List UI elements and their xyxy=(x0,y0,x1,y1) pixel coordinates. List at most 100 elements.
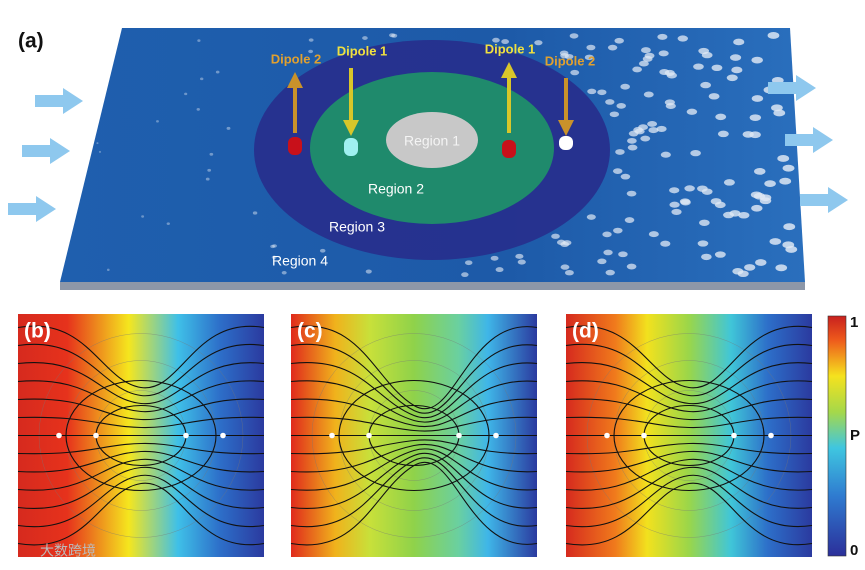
wave-speck xyxy=(764,180,776,188)
dipole-dot xyxy=(183,432,189,439)
field-line xyxy=(17,380,265,413)
wave-speck xyxy=(597,258,607,265)
wave-speck xyxy=(586,214,596,220)
wave-speck xyxy=(638,124,648,131)
wave-speck xyxy=(365,269,372,274)
panel-label: (b) xyxy=(24,320,51,343)
region-label: Region 4 xyxy=(272,253,328,269)
wave-speck xyxy=(200,77,204,81)
wave-speck xyxy=(391,33,398,38)
wave-speck xyxy=(726,74,738,82)
region-1-disk xyxy=(386,112,478,168)
field-line xyxy=(565,343,813,397)
flow-arrows xyxy=(8,75,848,222)
wave-speck xyxy=(656,125,667,132)
dipole-dot xyxy=(641,432,647,439)
wave-speck xyxy=(730,54,742,61)
panel-label: (d) xyxy=(572,320,599,343)
wave-speck xyxy=(272,244,277,248)
dipole-label: Dipole 1 xyxy=(337,43,388,58)
wave-speck xyxy=(701,51,713,59)
wave-speck xyxy=(618,251,628,258)
wave-speck xyxy=(767,32,780,39)
wave-speck xyxy=(615,149,625,155)
panel-a: (a) Dipole 2 Dipole 1 Dipole 1 Dipole 2 … xyxy=(8,28,848,290)
field-line xyxy=(17,398,265,421)
wave-speck xyxy=(517,259,526,265)
field-line xyxy=(565,466,813,510)
wave-speck xyxy=(501,39,510,45)
wave-speck xyxy=(624,217,635,223)
wave-speck xyxy=(215,70,220,74)
wave-speck xyxy=(620,83,630,90)
dipole-dot xyxy=(93,432,99,439)
wave-speck xyxy=(648,127,659,134)
field-line xyxy=(565,398,813,421)
wave-speck xyxy=(605,269,615,276)
flow-arrow xyxy=(35,88,83,114)
wave-speck xyxy=(666,72,677,79)
dipole-dot xyxy=(493,432,499,439)
wave-speck xyxy=(560,264,570,270)
wave-speck xyxy=(723,179,735,186)
wave-speck xyxy=(461,272,469,278)
dipole-marker xyxy=(502,140,516,158)
dipoles xyxy=(287,62,574,158)
wave-speck xyxy=(711,64,723,72)
wave-speck xyxy=(205,177,210,181)
dipole-dot xyxy=(731,432,737,439)
region-label: Region 1 xyxy=(404,133,460,149)
wave-speck xyxy=(96,142,99,145)
wave-speck xyxy=(755,259,767,266)
flow-arrow xyxy=(768,75,816,101)
wave-speck xyxy=(759,197,772,205)
field-line xyxy=(17,325,265,389)
dipole-label: Dipole 2 xyxy=(545,53,596,68)
wave-speck xyxy=(252,211,258,215)
flow-arrow xyxy=(800,187,848,213)
wave-speck xyxy=(749,114,762,122)
wave-speck xyxy=(751,204,763,212)
field-line xyxy=(565,416,813,429)
field-line xyxy=(565,458,813,491)
field-line xyxy=(290,443,538,473)
wave-speck xyxy=(751,56,763,64)
wave-speck xyxy=(669,187,680,194)
field-line xyxy=(290,343,538,414)
field-panel: (d) xyxy=(565,314,813,557)
wave-speck xyxy=(614,37,624,44)
field-line xyxy=(17,343,265,397)
wave-speck xyxy=(777,155,790,162)
wave-speck xyxy=(751,95,764,102)
wave-speck xyxy=(785,245,798,253)
wave-speck xyxy=(779,177,792,185)
wave-speck xyxy=(660,151,671,158)
wave-speck xyxy=(686,108,698,115)
wave-speck xyxy=(677,35,688,42)
field-line xyxy=(17,482,265,546)
wave-specks xyxy=(96,32,798,278)
dipole-label: Dipole 2 xyxy=(271,51,322,66)
wave-speck xyxy=(690,149,701,157)
wave-speck xyxy=(648,231,659,238)
wave-speck xyxy=(679,198,691,205)
dipole-dot xyxy=(366,432,372,439)
wave-speck xyxy=(605,99,615,105)
field-line xyxy=(290,452,538,510)
wave-speck xyxy=(700,81,711,89)
wave-speck xyxy=(693,63,704,70)
wave-speck xyxy=(584,54,594,61)
wave-speck xyxy=(640,135,651,142)
wave-speck xyxy=(570,69,580,76)
wave-speck xyxy=(607,44,618,51)
field-line xyxy=(290,457,538,528)
wave-speck xyxy=(783,223,796,231)
wave-speck xyxy=(699,219,710,226)
watermark: 大数跨境 xyxy=(40,543,96,559)
wave-speck xyxy=(671,208,682,216)
dipole-marker xyxy=(559,136,573,150)
colorbar-label: 1 xyxy=(850,314,858,331)
field-line xyxy=(17,361,265,405)
wave-speck xyxy=(166,222,170,226)
field-line xyxy=(565,380,813,413)
